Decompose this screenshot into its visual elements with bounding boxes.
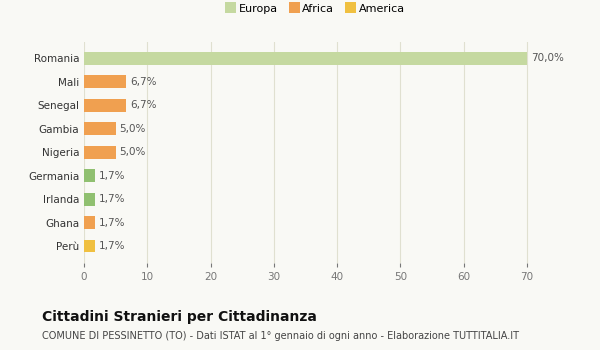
- Bar: [84, 216, 95, 229]
- Bar: [84, 76, 127, 88]
- Text: 6,7%: 6,7%: [130, 77, 157, 87]
- Text: COMUNE DI PESSINETTO (TO) - Dati ISTAT al 1° gennaio di ogni anno - Elaborazione: COMUNE DI PESSINETTO (TO) - Dati ISTAT a…: [42, 331, 519, 341]
- Text: 1,7%: 1,7%: [98, 241, 125, 251]
- Bar: [84, 193, 95, 205]
- Legend: Europa, Africa, America: Europa, Africa, America: [221, 0, 409, 18]
- Text: 5,0%: 5,0%: [119, 124, 146, 134]
- Text: 5,0%: 5,0%: [119, 147, 146, 157]
- Text: 6,7%: 6,7%: [130, 100, 157, 110]
- Bar: [84, 146, 116, 159]
- Text: 70,0%: 70,0%: [531, 54, 563, 63]
- Text: Cittadini Stranieri per Cittadinanza: Cittadini Stranieri per Cittadinanza: [42, 310, 317, 324]
- Text: 1,7%: 1,7%: [98, 218, 125, 228]
- Text: 1,7%: 1,7%: [98, 171, 125, 181]
- Bar: [84, 240, 95, 252]
- Text: 1,7%: 1,7%: [98, 194, 125, 204]
- Bar: [84, 52, 527, 65]
- Bar: [84, 169, 95, 182]
- Bar: [84, 122, 116, 135]
- Bar: [84, 99, 127, 112]
